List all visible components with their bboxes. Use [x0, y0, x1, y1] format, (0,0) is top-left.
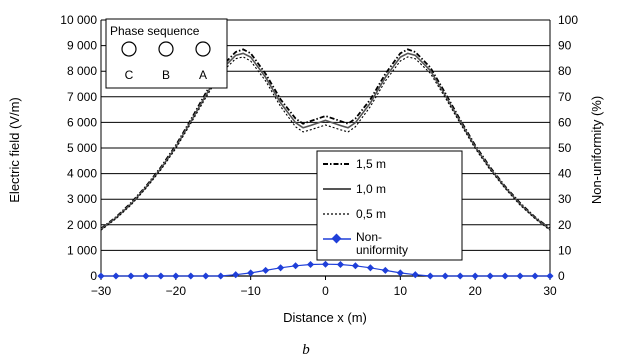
x-tick-label: −20: [166, 284, 187, 298]
y-tick-label-right: 70: [558, 90, 572, 104]
data-point-non-uniformity: [97, 272, 105, 280]
data-point-non-uniformity: [486, 272, 494, 280]
x-tick-label: −30: [91, 284, 112, 298]
data-point-non-uniformity: [277, 264, 285, 272]
y-tick-label-right: 100: [558, 13, 578, 27]
y-tick-label-right: 50: [558, 141, 572, 155]
legend: 1,5 m 1,0 m 0,5 m Non- uniformity: [316, 150, 463, 261]
legend-marker-non-uniformity: [331, 233, 342, 244]
y-tick-label-left: 4 000: [67, 167, 97, 181]
y-tick-label-right: 0: [558, 269, 565, 283]
y-tick-label-left: 0: [90, 269, 97, 283]
y-axis-title-right: Non-uniformity (%): [589, 96, 604, 204]
y-tick-label-left: 9 000: [67, 39, 97, 53]
conductor-c-icon: [121, 41, 137, 57]
data-point-non-uniformity: [157, 272, 165, 280]
series-line-0-5-m: [100, 56, 551, 231]
data-point-non-uniformity: [471, 272, 479, 280]
x-tick-label: 10: [394, 284, 408, 298]
legend-label-1-0m: 1,0 m: [356, 182, 386, 196]
data-point-non-uniformity: [426, 272, 434, 280]
data-point-non-uniformity: [262, 266, 270, 274]
y-tick-label-right: 30: [558, 192, 572, 206]
tick-labels: 0 0 1 000 10 2 000 20 3 000 30 4 000 40 5 000 50 6 0…: [60, 13, 578, 298]
data-point-non-uniformity: [456, 272, 464, 280]
y-tick-label-right: 40: [558, 167, 572, 181]
data-point-non-uniformity: [381, 266, 389, 274]
legend-label-1-5m: 1,5 m: [356, 157, 386, 171]
series-line-1-0-m: [100, 52, 551, 231]
data-point-non-uniformity: [516, 272, 524, 280]
phase-box-title: Phase sequence: [110, 24, 200, 38]
y-tick-label-right: 80: [558, 64, 572, 78]
data-point-non-uniformity: [217, 272, 225, 280]
legend-label-0-5m: 0,5 m: [356, 207, 386, 221]
data-point-non-uniformity: [501, 272, 509, 280]
data-point-non-uniformity: [351, 262, 359, 270]
phase-label-a: A: [199, 68, 207, 82]
conductor-a-icon: [195, 41, 211, 57]
data-point-non-uniformity: [112, 272, 120, 280]
data-point-non-uniformity: [531, 272, 539, 280]
phase-label-c: C: [125, 68, 134, 82]
data-point-non-uniformity: [441, 272, 449, 280]
legend-label-non-uniformity-line1: Non-: [356, 230, 382, 244]
legend-label-non-uniformity-line2: uniformity: [356, 243, 408, 257]
figure-caption: b: [302, 342, 310, 358]
y-tick-label-left: 3 000: [67, 192, 97, 206]
data-point-non-uniformity: [336, 260, 345, 269]
data-point-non-uniformity: [321, 260, 330, 268]
phase-sequence-box: Phase sequence C B A: [105, 18, 228, 89]
y-tick-label-left: 1 000: [67, 243, 97, 257]
data-point-non-uniformity: [232, 271, 240, 279]
x-tick-label: 20: [468, 284, 482, 298]
legend-frame: [316, 150, 463, 261]
data-point-non-uniformity: [292, 262, 300, 270]
data-point-non-uniformity: [546, 272, 554, 280]
phase-label-b: B: [162, 68, 170, 82]
y-tick-label-left: 8 000: [67, 64, 97, 78]
data-point-non-uniformity: [396, 269, 404, 277]
y-tick-label-right: 90: [558, 39, 572, 53]
data-point-non-uniformity: [142, 272, 150, 280]
data-point-non-uniformity: [202, 272, 210, 280]
series-layer: [97, 48, 554, 280]
x-tick-label: 0: [322, 284, 329, 298]
y-tick-label-left: 6 000: [67, 115, 97, 129]
y-tick-label-right: 60: [558, 115, 572, 129]
data-point-non-uniformity: [247, 269, 255, 277]
y-tick-label-right: 10: [558, 243, 572, 257]
x-tick-label: 30: [543, 284, 557, 298]
conductor-b-icon: [158, 41, 174, 57]
y-tick-label-left: 10 000: [60, 13, 97, 27]
data-point-non-uniformity: [366, 264, 374, 272]
y-tick-label-right: 20: [558, 218, 572, 232]
y-tick-label-left: 7 000: [67, 90, 97, 104]
data-point-non-uniformity: [411, 271, 419, 279]
y-tick-label-left: 5 000: [67, 141, 97, 155]
x-axis-title: Distance x (m): [283, 310, 367, 325]
grid-lines: [101, 19, 550, 251]
data-point-non-uniformity: [187, 272, 195, 280]
x-tick-label: −10: [240, 284, 261, 298]
y-tick-label-left: 2 000: [67, 218, 97, 232]
data-point-non-uniformity: [306, 260, 315, 269]
data-point-non-uniformity: [172, 272, 180, 280]
y-axis-title-left: Electric field (V/m): [7, 97, 22, 202]
legend-label-non-uniformity: Non- uniformity: [356, 230, 408, 257]
data-point-non-uniformity: [127, 272, 135, 280]
